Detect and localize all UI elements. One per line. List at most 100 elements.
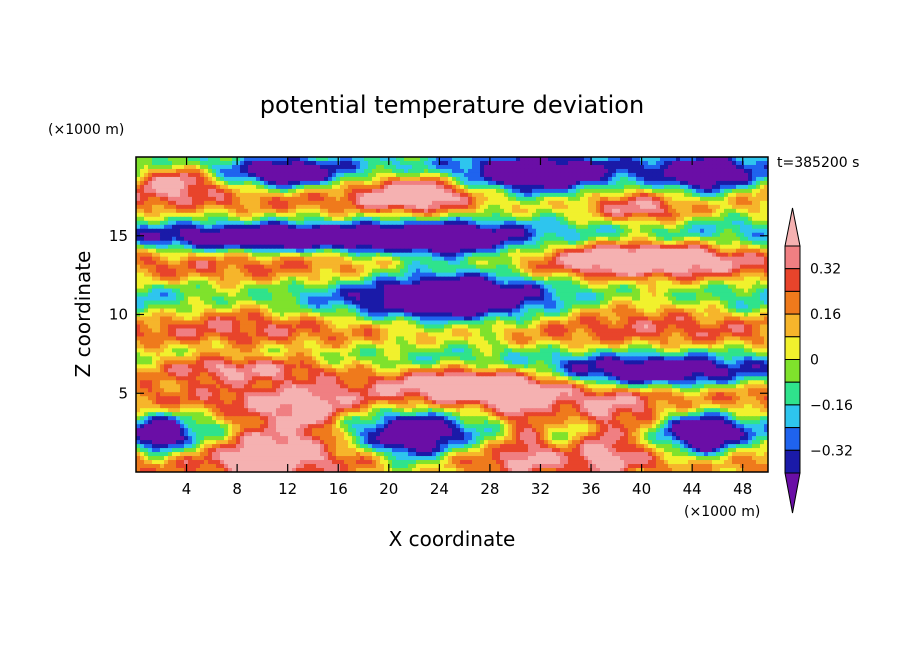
field-cell: [188, 192, 193, 198]
field-cell: [316, 236, 321, 242]
field-cell: [348, 160, 353, 166]
field-cell: [204, 176, 209, 182]
field-cell: [728, 224, 733, 230]
field-cell: [496, 244, 501, 250]
field-cell: [268, 280, 273, 286]
field-cell: [520, 168, 525, 174]
field-cell: [344, 232, 349, 238]
field-cell: [408, 224, 413, 230]
field-cell: [204, 264, 209, 270]
field-cell: [356, 280, 361, 286]
field-cell: [704, 172, 709, 178]
field-cell: [224, 212, 229, 218]
field-cell: [664, 208, 669, 214]
field-cell: [516, 276, 521, 282]
field-cell: [376, 272, 381, 278]
field-cell: [440, 260, 445, 266]
field-cell: [744, 196, 749, 202]
field-cell: [640, 188, 645, 194]
field-cell: [404, 220, 409, 226]
field-cell: [584, 256, 589, 262]
field-cell: [472, 212, 477, 218]
field-cell: [164, 232, 169, 238]
field-cell: [584, 172, 589, 178]
field-cell: [456, 268, 461, 274]
field-cell: [468, 204, 473, 210]
field-cell: [588, 240, 593, 246]
field-cell: [328, 236, 333, 242]
field-cell: [240, 244, 245, 250]
field-cell: [324, 260, 329, 266]
field-cell: [448, 276, 453, 282]
field-cell: [404, 228, 409, 234]
field-cell: [296, 252, 301, 258]
field-cell: [604, 200, 609, 206]
field-cell: [552, 276, 557, 282]
field-cell: [464, 164, 469, 170]
field-cell: [716, 252, 721, 258]
field-cell: [704, 264, 709, 270]
field-cell: [260, 200, 265, 206]
field-cell: [388, 276, 393, 282]
field-cell: [380, 280, 385, 286]
field-cell: [192, 260, 197, 266]
field-cell: [308, 212, 313, 218]
field-cell: [740, 248, 745, 254]
field-cell: [660, 212, 665, 218]
field-cell: [568, 168, 573, 174]
field-cell: [308, 256, 313, 262]
field-cell: [656, 244, 661, 250]
field-cell: [680, 256, 685, 262]
field-cell: [316, 164, 321, 170]
field-cell: [604, 196, 609, 202]
field-cell: [348, 204, 353, 210]
field-cell: [152, 224, 157, 230]
field-cell: [748, 228, 753, 234]
field-cell: [172, 208, 177, 214]
field-cell: [220, 256, 225, 262]
field-cell: [640, 260, 645, 266]
field-cell: [576, 196, 581, 202]
field-cell: [544, 260, 549, 266]
field-cell: [660, 157, 665, 162]
field-cell: [576, 248, 581, 254]
field-cell: [692, 224, 697, 230]
field-cell: [636, 172, 641, 178]
field-cell: [464, 240, 469, 246]
field-cell: [688, 168, 693, 174]
field-cell: [708, 204, 713, 210]
field-cell: [660, 180, 665, 186]
field-cell: [476, 244, 481, 250]
field-cell: [628, 252, 633, 258]
field-cell: [168, 224, 173, 230]
field-cell: [536, 157, 541, 162]
field-cell: [344, 256, 349, 262]
field-cell: [424, 216, 429, 222]
field-cell: [388, 212, 393, 218]
field-cell: [668, 232, 673, 238]
field-cell: [720, 172, 725, 178]
field-cell: [500, 180, 505, 186]
field-cell: [588, 212, 593, 218]
field-cell: [444, 184, 449, 190]
field-cell: [388, 172, 393, 178]
field-cell: [524, 216, 529, 222]
field-cell: [492, 220, 497, 226]
field-cell: [492, 240, 497, 246]
field-cell: [412, 168, 417, 174]
field-cell: [568, 232, 573, 238]
field-cell: [256, 184, 261, 190]
field-cell: [400, 157, 405, 162]
field-cell: [140, 216, 145, 222]
field-cell: [296, 212, 301, 218]
field-cell: [676, 176, 681, 182]
field-cell: [628, 204, 633, 210]
field-cell: [388, 240, 393, 246]
field-cell: [156, 264, 161, 270]
field-cell: [720, 244, 725, 250]
field-cell: [528, 252, 533, 258]
field-cell: [720, 200, 725, 206]
field-cell: [216, 276, 221, 282]
field-cell: [228, 200, 233, 206]
field-cell: [364, 256, 369, 262]
